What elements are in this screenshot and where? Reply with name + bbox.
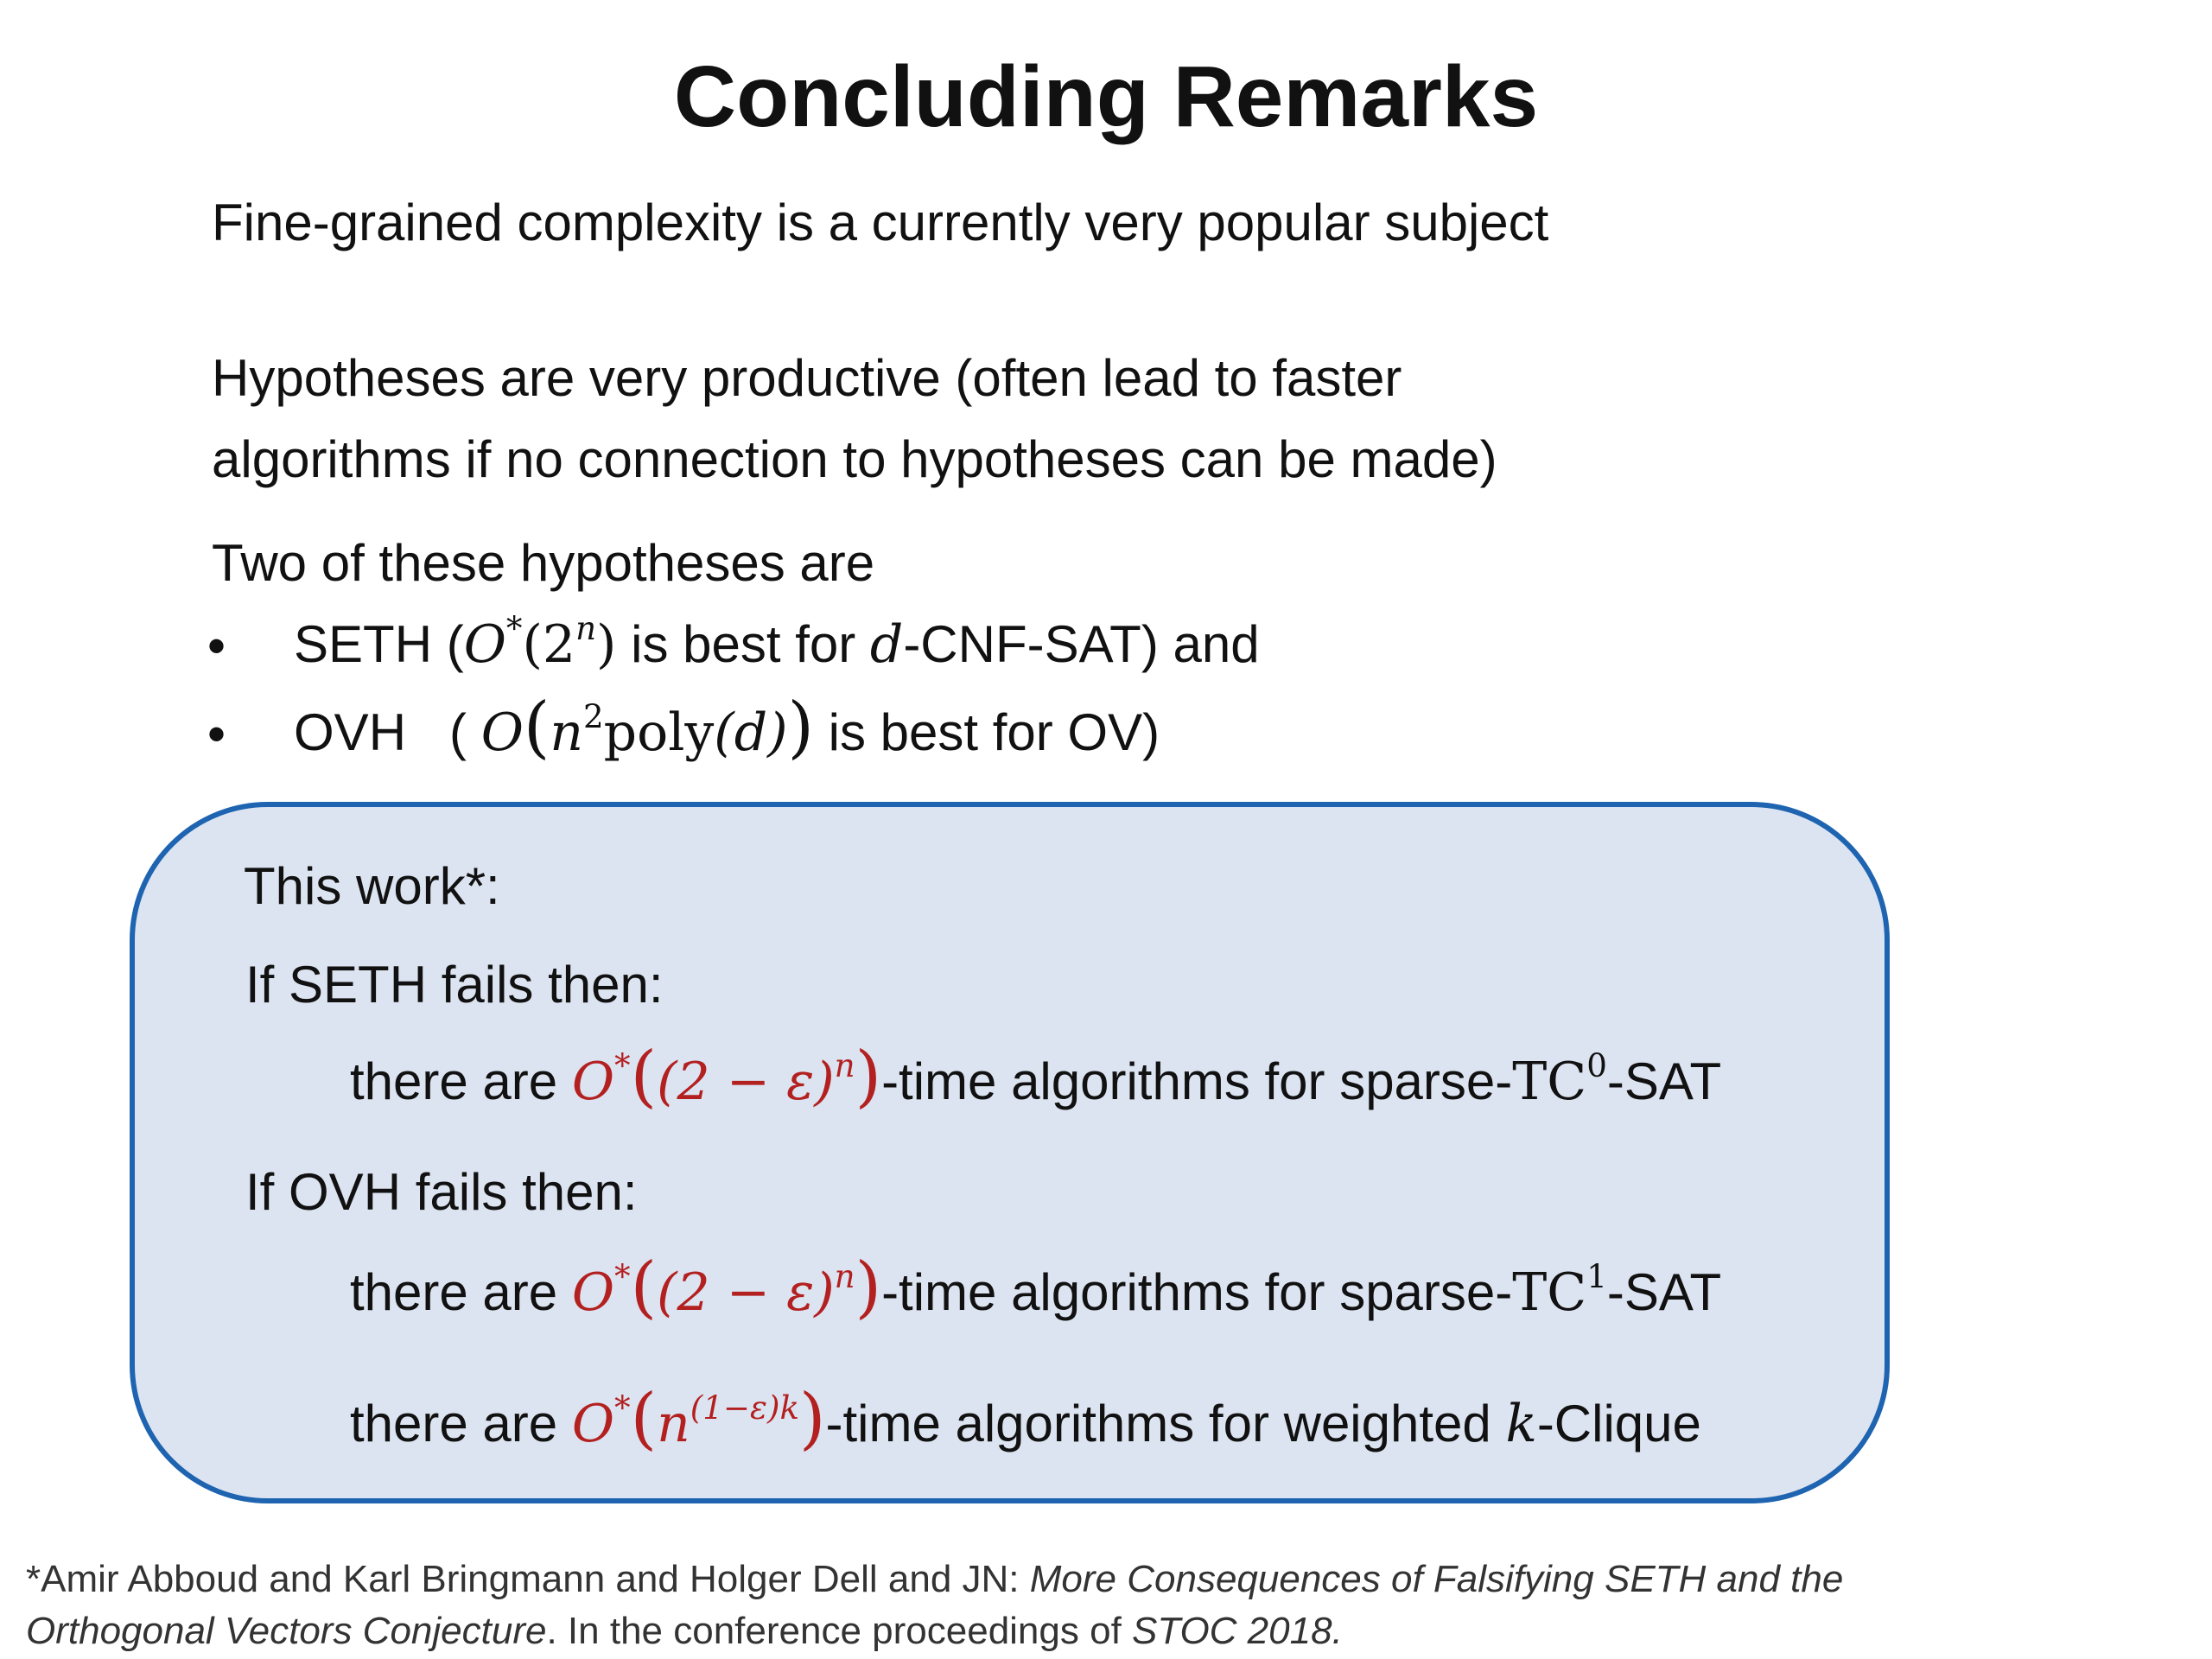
paper-title-part-2: Orthogonal Vectors Conjecture (26, 1610, 547, 1652)
seth-name: SETH (294, 615, 433, 673)
results-box (130, 802, 1890, 1503)
intro-line: Fine-grained complexity is a currently v… (212, 194, 1549, 251)
box-heading: This work*: (244, 857, 500, 915)
bullet-dot-seth: • (207, 617, 226, 675)
footnote-line-2: Orthogonal Vectors Conjecture. In the co… (26, 1610, 1343, 1652)
hypotheses-line-2: algorithms if no connection to hypothese… (212, 430, 1497, 488)
venue: STOC 2018. (1132, 1610, 1343, 1652)
seth-fails-heading: If SETH fails then: (245, 956, 664, 1014)
result-ovh-clique: there are O*(n(1−ε)k)-time algorithms fo… (350, 1380, 1701, 1458)
result-ovh-tc1: there are O*((2 − ε)n)-time algorithms f… (350, 1249, 1722, 1326)
result-seth-tc0: there are O*((2 − ε)n)-time algorithms f… (350, 1038, 1722, 1116)
two-hypotheses-intro: Two of these hypotheses are (212, 534, 875, 592)
bullet-seth: SETH (O*(2n) is best for d-CNF-SAT) and (294, 608, 1260, 675)
slide-title: Concluding Remarks (673, 48, 1539, 145)
ovh-name: OVH (294, 703, 407, 761)
bullet-dot-ovh: • (207, 705, 226, 763)
ovh-fails-heading: If OVH fails then: (245, 1163, 638, 1221)
hypotheses-line-1: Hypotheses are very productive (often le… (212, 349, 1402, 407)
bullet-ovh: OVH ( O(n2poly(d)) is best for OV) (294, 689, 1160, 766)
paper-title-part-1: More Consequences of Falsifying SETH and… (1029, 1558, 1844, 1600)
footnote-line-1: *Amir Abboud and Karl Bringmann and Holg… (26, 1558, 1844, 1600)
